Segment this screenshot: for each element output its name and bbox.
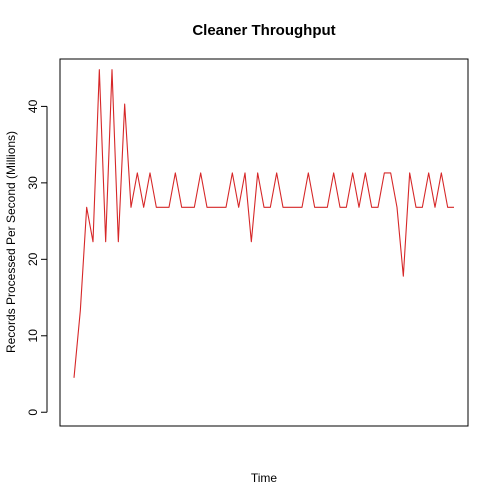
series-layer [73, 69, 454, 378]
x-axis-label: Time [251, 471, 278, 485]
y-tick-label: 20 [26, 252, 40, 266]
series-line [73, 69, 454, 378]
y-axis-label: Records Processed Per Second (Millions) [4, 131, 18, 353]
y-tick-label: 30 [26, 176, 40, 190]
y-tick-label: 10 [26, 329, 40, 343]
y-axis-ticks: 0 10 20 30 40 [26, 99, 47, 416]
plot-frame [59, 58, 469, 427]
y-tick-label: 0 [26, 409, 40, 416]
y-tick-label: 40 [26, 99, 40, 113]
chart-title: Cleaner Throughput [192, 22, 335, 39]
